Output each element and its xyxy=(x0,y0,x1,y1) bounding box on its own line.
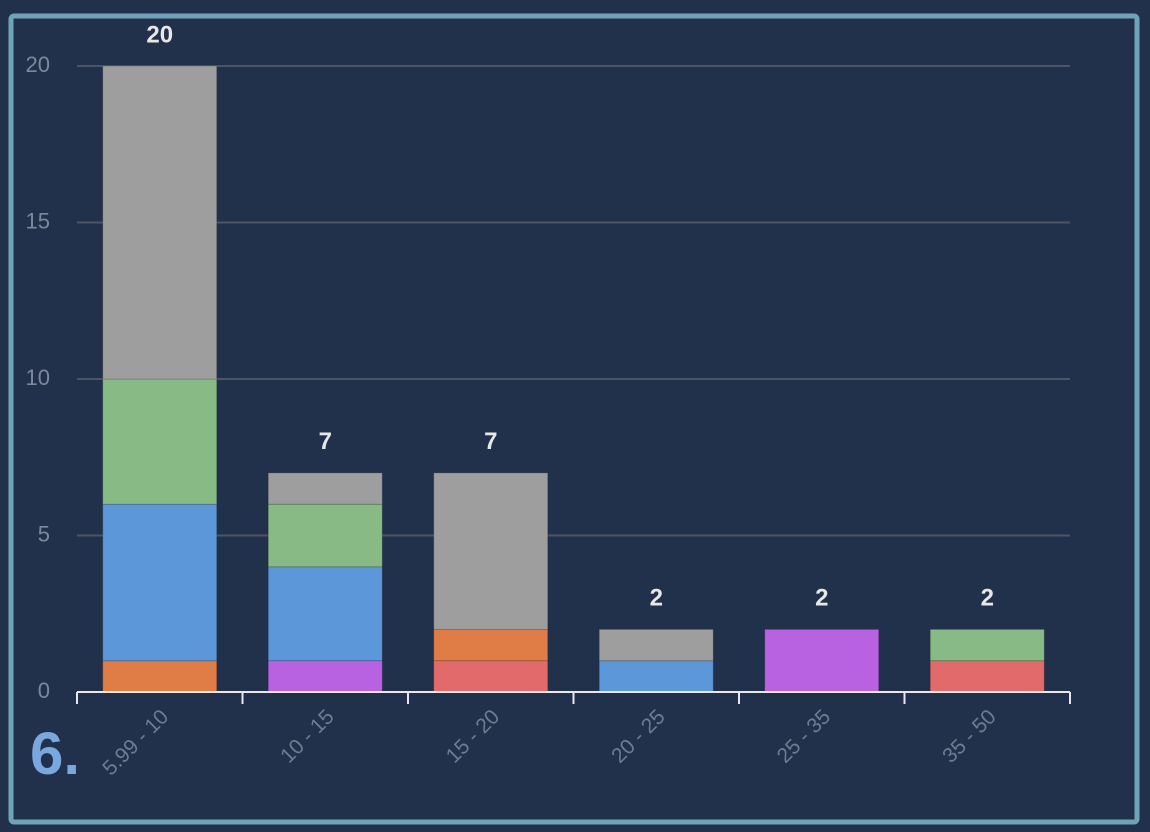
x-tick-label: 15 - 20 xyxy=(442,705,505,768)
bar-segment xyxy=(598,628,714,662)
bar-segment xyxy=(433,660,549,693)
bar-segment xyxy=(764,628,880,693)
bar-segment xyxy=(433,472,549,630)
x-tick-label: 10 - 15 xyxy=(276,705,339,768)
bar-segment xyxy=(102,503,218,662)
total-label: 7 xyxy=(484,428,497,455)
annotation: 6. xyxy=(30,720,80,787)
bar-segment xyxy=(598,660,714,693)
bar-segment xyxy=(267,566,383,662)
x-tick-label: 35 - 50 xyxy=(938,705,1001,768)
bar-segment xyxy=(267,660,383,693)
y-tick-label: 15 xyxy=(26,208,50,233)
bar-segment xyxy=(102,378,218,505)
total-label: 7 xyxy=(319,428,332,455)
x-tick-label: 20 - 25 xyxy=(607,705,670,768)
total-label: 20 xyxy=(146,21,173,48)
x-tick-label: 5.99 - 10 xyxy=(98,705,173,780)
y-tick-label: 20 xyxy=(26,52,50,77)
bar-segment xyxy=(267,472,383,505)
bar-segment xyxy=(929,660,1045,693)
bar-segment xyxy=(102,65,218,380)
y-tick-label: 10 xyxy=(26,365,50,390)
x-tick-label: 25 - 35 xyxy=(773,705,836,768)
y-tick-label: 0 xyxy=(38,678,50,703)
bar-segment xyxy=(929,628,1045,662)
total-label: 2 xyxy=(981,585,994,612)
bar-segment xyxy=(102,660,218,693)
bar-segment xyxy=(267,503,383,568)
frame xyxy=(8,13,1140,825)
y-tick-label: 5 xyxy=(38,521,50,546)
bar-segment xyxy=(433,628,549,662)
total-label: 2 xyxy=(815,585,828,612)
total-label: 2 xyxy=(650,585,663,612)
